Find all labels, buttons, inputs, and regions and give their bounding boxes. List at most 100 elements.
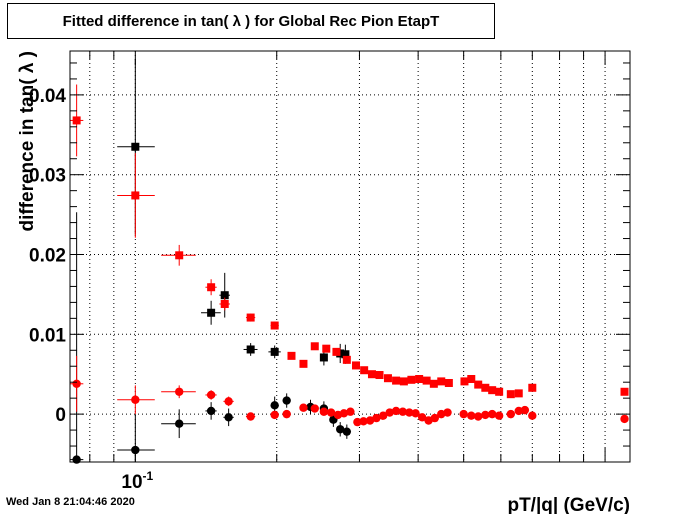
circle-marker: [405, 408, 414, 417]
circle-marker: [336, 425, 345, 434]
square-marker: [310, 342, 319, 351]
circle-marker: [514, 406, 523, 416]
square-marker: [474, 380, 483, 389]
circle-marker: [206, 406, 216, 416]
circle-marker: [339, 409, 349, 418]
grid-lines: [70, 51, 630, 462]
circle-marker: [474, 412, 483, 421]
square-marker: [220, 291, 229, 300]
x-tick-label-base: 10: [121, 472, 142, 493]
circle-marker: [372, 413, 381, 423]
circle-marker: [270, 410, 279, 420]
datestamp: Wed Jan 8 21:04:46 2020: [6, 496, 135, 508]
square-marker: [367, 370, 376, 379]
plot-frame: [69, 50, 631, 463]
square-marker: [131, 142, 140, 151]
square-marker: [207, 283, 216, 292]
square-marker: [342, 355, 351, 364]
circle-marker: [378, 411, 388, 420]
square-marker: [270, 347, 279, 356]
square-marker: [481, 383, 490, 392]
circle-marker: [398, 407, 407, 416]
circle-marker: [282, 409, 291, 419]
circle-marker: [299, 403, 308, 412]
square-marker: [175, 251, 184, 260]
circle-marker: [342, 427, 352, 436]
circle-marker: [391, 406, 401, 416]
square-marker: [437, 377, 446, 386]
square-marker: [360, 366, 369, 375]
square-marker: [207, 308, 216, 317]
square-marker: [299, 359, 308, 368]
square-marker: [429, 379, 438, 388]
square-marker: [422, 376, 431, 385]
square-marker: [514, 389, 523, 398]
chart-title: Fitted difference in tan( λ ) for Global…: [62, 12, 440, 30]
square-marker: [322, 344, 331, 353]
circle-marker: [224, 413, 233, 422]
circle-marker: [520, 405, 530, 415]
square-marker: [319, 353, 328, 362]
circle-marker: [175, 419, 184, 428]
circle-marker: [282, 396, 291, 405]
y-tick-label: 0: [55, 405, 66, 426]
square-marker: [72, 116, 81, 125]
square-marker: [352, 361, 361, 370]
x-axis-title: pT/|q| (GeV/c): [507, 495, 630, 514]
circle-marker: [72, 379, 81, 388]
y-tick-label: 0.03: [29, 166, 66, 187]
circle-marker: [411, 409, 420, 418]
square-marker: [528, 383, 537, 392]
square-marker: [460, 377, 469, 386]
circle-marker: [131, 395, 140, 404]
circle-marker: [443, 408, 452, 417]
circle-marker: [175, 387, 184, 396]
x-tick-label: 10-1: [121, 469, 153, 493]
square-marker: [131, 191, 140, 200]
circle-marker: [270, 401, 279, 410]
circle-marker: [206, 390, 216, 400]
circle-marker: [459, 409, 468, 419]
x-tick-label-exponent: -1: [143, 469, 154, 483]
square-marker: [383, 374, 392, 383]
circle-marker: [72, 455, 81, 464]
circle-marker: [359, 417, 368, 426]
chart-title-box: Fitted difference in tan( λ ) for Global…: [7, 3, 495, 39]
square-marker: [246, 345, 255, 354]
y-tick-label: 0.02: [29, 246, 66, 267]
series-1: [70, 84, 629, 399]
series-3: [70, 355, 629, 427]
square-marker: [332, 347, 341, 356]
circle-marker: [467, 411, 476, 420]
square-marker: [287, 351, 296, 360]
square-marker: [392, 376, 401, 385]
square-marker: [415, 375, 424, 384]
axis-ticks: 0 0.01 0.02 0.03 0.04 10-1: [29, 51, 630, 493]
circle-marker: [224, 397, 233, 406]
square-marker: [444, 378, 453, 387]
circle-marker: [430, 413, 439, 423]
square-marker: [620, 387, 629, 396]
circle-marker: [346, 407, 355, 416]
square-marker: [375, 371, 384, 380]
square-marker: [407, 375, 416, 384]
square-marker: [495, 387, 504, 396]
series-0: [117, 58, 350, 366]
square-marker: [506, 390, 515, 399]
circle-marker: [310, 404, 319, 413]
square-marker: [467, 375, 476, 384]
circle-marker: [326, 408, 336, 417]
circle-marker: [528, 411, 537, 420]
circle-marker: [385, 408, 394, 417]
square-marker: [341, 350, 350, 359]
circle-marker: [246, 412, 255, 421]
circle-marker: [620, 414, 629, 424]
circle-marker: [437, 409, 446, 419]
square-marker: [399, 377, 408, 386]
y-axis-title: difference in tan( λ ): [17, 51, 38, 232]
circle-marker: [417, 413, 427, 422]
circle-marker: [365, 416, 375, 425]
square-marker: [270, 321, 279, 330]
circle-marker: [481, 410, 490, 420]
